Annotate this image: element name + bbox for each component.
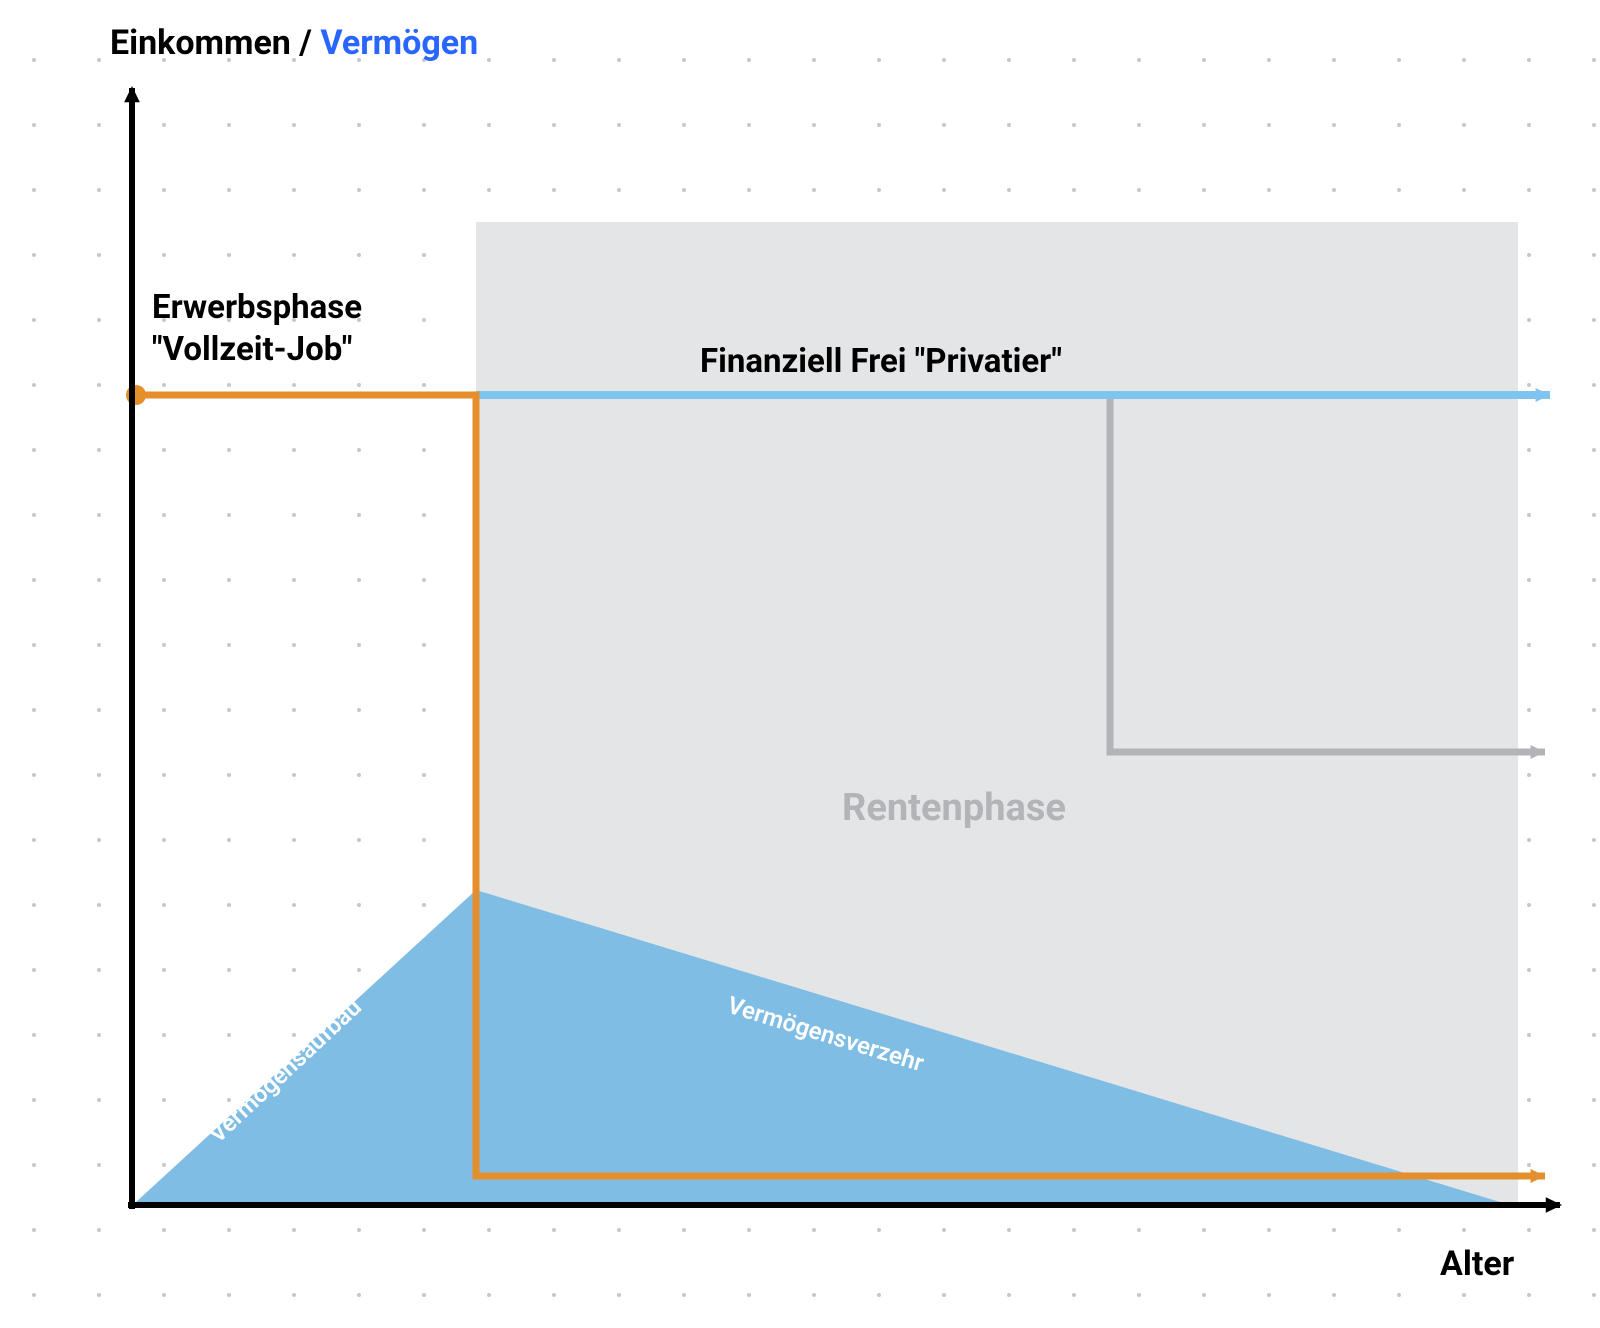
chart-svg: Einkommen / Vermögen Alter Erwerbsphase"Vo…	[0, 0, 1600, 1328]
y-axis-title: Einkommen / Vermögen	[110, 23, 478, 63]
label-finanziell-frei: Finanziell Frei "Privatier"	[700, 342, 1062, 381]
label-erwerbsphase-2: "Vollzeit-Job"	[152, 330, 352, 369]
label-rentenphase: Rentenphase	[842, 786, 1066, 830]
chart-stage: Einkommen / Vermögen Alter Erwerbsphase"Vo…	[0, 0, 1600, 1328]
label-erwerbsphase-1: Erwerbsphase	[152, 288, 362, 327]
x-axis-title: Alter	[1440, 1244, 1515, 1284]
